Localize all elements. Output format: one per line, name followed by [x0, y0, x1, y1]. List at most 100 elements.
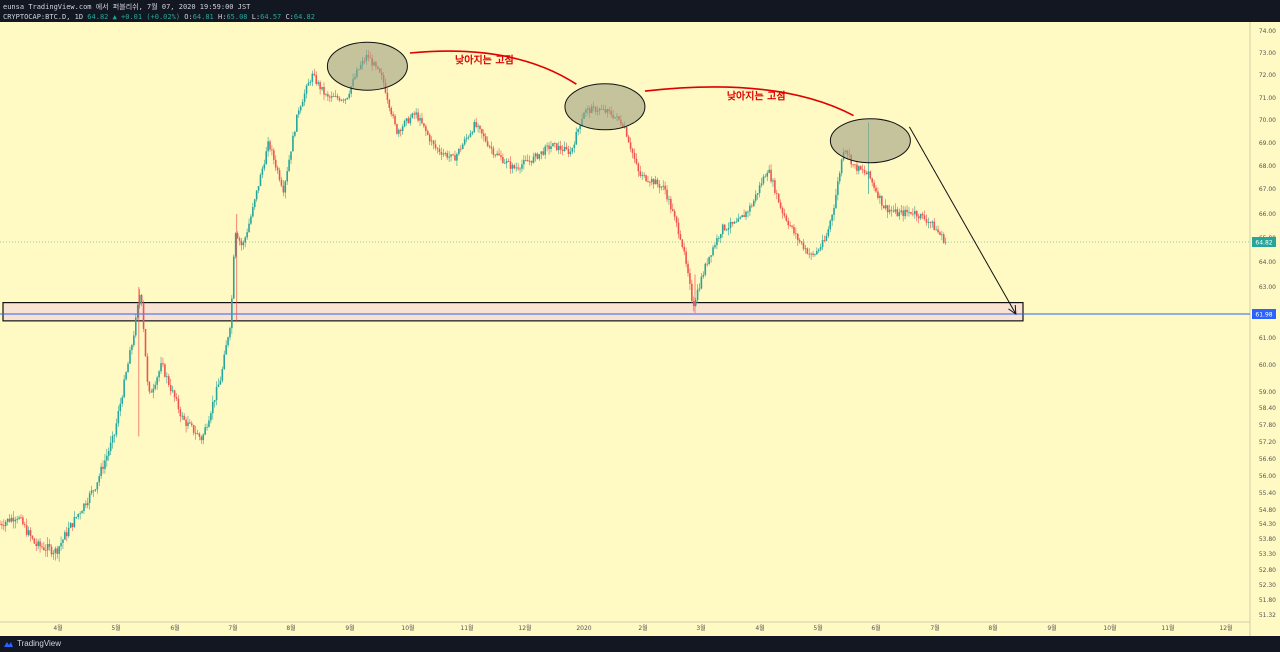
- candle-body: [219, 380, 222, 385]
- candle-body: [396, 124, 398, 134]
- tradingview-logo[interactable]: TradingView: [3, 638, 61, 650]
- support-zone[interactable]: [0, 302, 1250, 322]
- peak-ellipses[interactable]: [326, 41, 911, 164]
- candle-body: [745, 211, 747, 217]
- candle-body: [477, 125, 479, 127]
- annotation-arc: [644, 86, 854, 117]
- candle-body: [747, 211, 749, 213]
- x-tick-label: 9월: [1047, 624, 1056, 632]
- candle-body: [115, 423, 118, 435]
- x-tick-label: 7월: [930, 624, 939, 632]
- x-tick-label: 8월: [988, 624, 997, 632]
- candle-body: [297, 110, 300, 115]
- candle-body: [336, 95, 339, 99]
- candle-body: [486, 141, 489, 146]
- candle-body: [664, 185, 666, 190]
- trend-arrow[interactable]: [908, 126, 1017, 315]
- candle-body: [712, 247, 714, 256]
- candle-body: [902, 210, 904, 217]
- price-tags: 64.82 61.98: [1252, 237, 1276, 319]
- candle-body: [542, 151, 545, 155]
- candle-body: [461, 144, 464, 150]
- candle-body: [733, 222, 736, 224]
- candle-body: [804, 248, 807, 250]
- candle-body: [559, 145, 562, 150]
- candle-body: [861, 169, 864, 171]
- candle-body: [138, 294, 141, 305]
- low-value: 64.57: [260, 13, 282, 21]
- y-tick-label: 54.80: [1259, 507, 1276, 514]
- candle-body: [413, 113, 416, 115]
- candle-body: [521, 164, 523, 169]
- candle-body: [515, 167, 518, 169]
- candle-body: [716, 238, 718, 246]
- candle-body: [770, 169, 772, 182]
- y-tick-label: 57.80: [1259, 422, 1276, 429]
- open-label: O:: [184, 13, 193, 21]
- candle-body: [831, 214, 833, 221]
- price-chart[interactable]: 74.00 73.00 72.00 71.00 70.00 69.00 68.00 67.00…: [0, 22, 1280, 636]
- candle-body: [227, 337, 229, 346]
- candle-body: [296, 114, 298, 132]
- candle-body: [561, 149, 564, 152]
- candle-body: [798, 240, 801, 242]
- candle-body: [725, 229, 728, 231]
- candle-body: [109, 442, 112, 452]
- candle-body: [113, 434, 116, 436]
- candle-body: [16, 518, 18, 520]
- candle-body: [473, 122, 476, 133]
- candle-body: [567, 148, 570, 155]
- y-tick-label: 63.00: [1259, 284, 1276, 291]
- y-tick-label: 51.80: [1259, 597, 1276, 604]
- last-price: 64.82: [87, 13, 109, 21]
- candle-body: [167, 376, 170, 386]
- candle-body: [20, 517, 22, 519]
- candle-body: [164, 364, 166, 377]
- candle-body: [923, 215, 926, 220]
- price-change: +0.01 (+0.02%): [121, 13, 181, 21]
- symbol-legend: CRYPTOCAP:BTC.D, 1D 64.82 ▲ +0.01 (+0.02…: [3, 12, 315, 22]
- candle-body: [18, 517, 20, 519]
- candle-body: [910, 211, 912, 214]
- y-tick-label: 73.00: [1259, 50, 1276, 57]
- candle-body: [231, 298, 233, 329]
- candle-body: [912, 213, 914, 215]
- candle-body: [898, 212, 901, 217]
- candle-body: [793, 226, 795, 234]
- candle-body: [528, 160, 531, 162]
- candle-body: [881, 195, 883, 206]
- candle-body: [888, 209, 891, 213]
- candle-body: [309, 81, 312, 83]
- peak-ellipse: [829, 118, 911, 164]
- candle-body: [160, 363, 162, 372]
- candle-body: [189, 422, 191, 424]
- candle-body: [246, 232, 248, 238]
- candle-body: [544, 146, 546, 155]
- candle-body: [890, 209, 893, 211]
- candle-body: [840, 159, 843, 174]
- annotation-arcs[interactable]: [409, 50, 854, 117]
- candle-body: [723, 224, 726, 230]
- candle-body: [675, 216, 678, 223]
- candle-body: [340, 99, 343, 101]
- candle-body: [900, 210, 903, 213]
- candle-body: [708, 256, 710, 265]
- candle-body: [210, 413, 212, 421]
- candle-body: [185, 419, 187, 427]
- x-tick-label: 5월: [111, 624, 120, 632]
- candle-body: [650, 179, 653, 183]
- candle-body: [459, 148, 462, 150]
- candle-body: [140, 294, 143, 304]
- price-axis[interactable]: [1250, 22, 1280, 636]
- symbol-name[interactable]: CRYPTOCAP:BTC.D, 1D: [3, 13, 84, 21]
- candle-body: [154, 384, 157, 389]
- x-tick-label: 11월: [1161, 624, 1174, 632]
- candle-body: [694, 299, 697, 307]
- candle-body: [579, 125, 581, 130]
- candle-body: [152, 388, 155, 393]
- candle-body: [271, 149, 273, 151]
- candle-body: [532, 156, 535, 163]
- candle-body: [77, 514, 80, 517]
- candle-body: [111, 435, 114, 443]
- x-tick-label: 4월: [755, 624, 764, 632]
